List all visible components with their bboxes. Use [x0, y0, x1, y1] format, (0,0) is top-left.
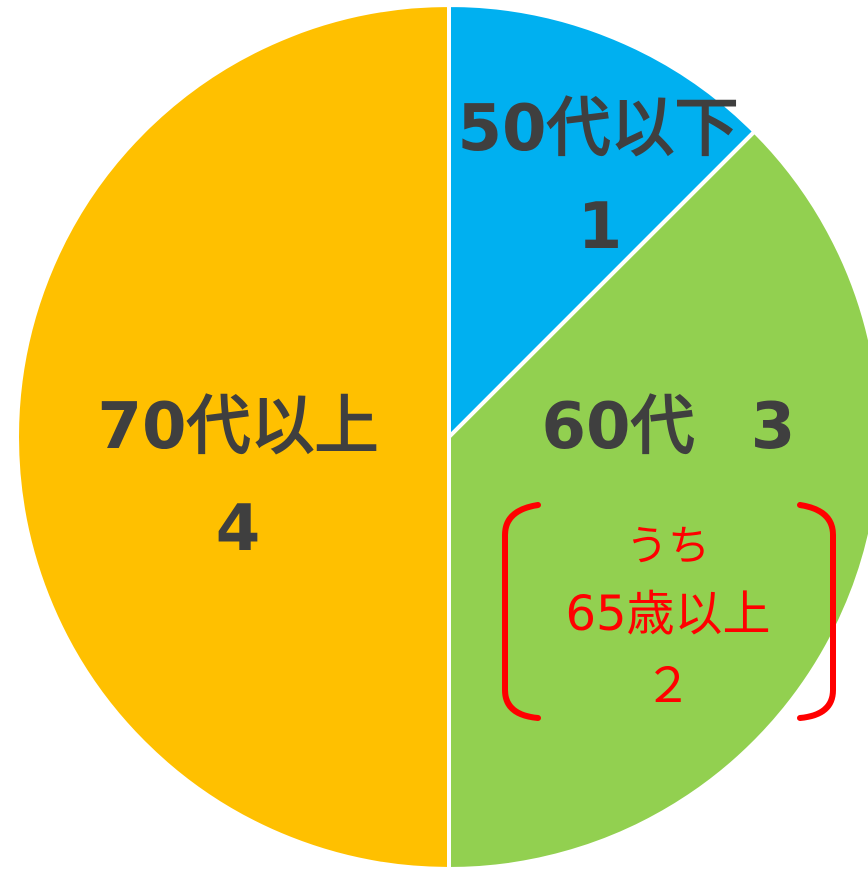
slice-label-70s-and-over: 70代以上	[97, 390, 378, 464]
slice-value-60s: 3	[751, 390, 796, 464]
slice-70s-and-over	[15, 3, 451, 869]
slice-60s	[447, 129, 868, 869]
slice-label-50s-and-under: 50代以下	[457, 92, 738, 166]
slice-label-60s: 60代	[541, 390, 694, 464]
slice-value-70s-and-over: 4	[216, 492, 261, 566]
slice-50s-and-under	[447, 3, 757, 439]
annotation-bracket-right	[797, 502, 836, 721]
slice-value-50s-and-under: 1	[578, 190, 623, 264]
annotation-line-2: 65歳以上	[565, 586, 770, 642]
annotation-line-1: うち	[626, 521, 710, 570]
annotation-bracket-left	[502, 502, 541, 721]
pie-slices	[15, 3, 868, 869]
annotation-line-3: ２	[644, 658, 692, 714]
